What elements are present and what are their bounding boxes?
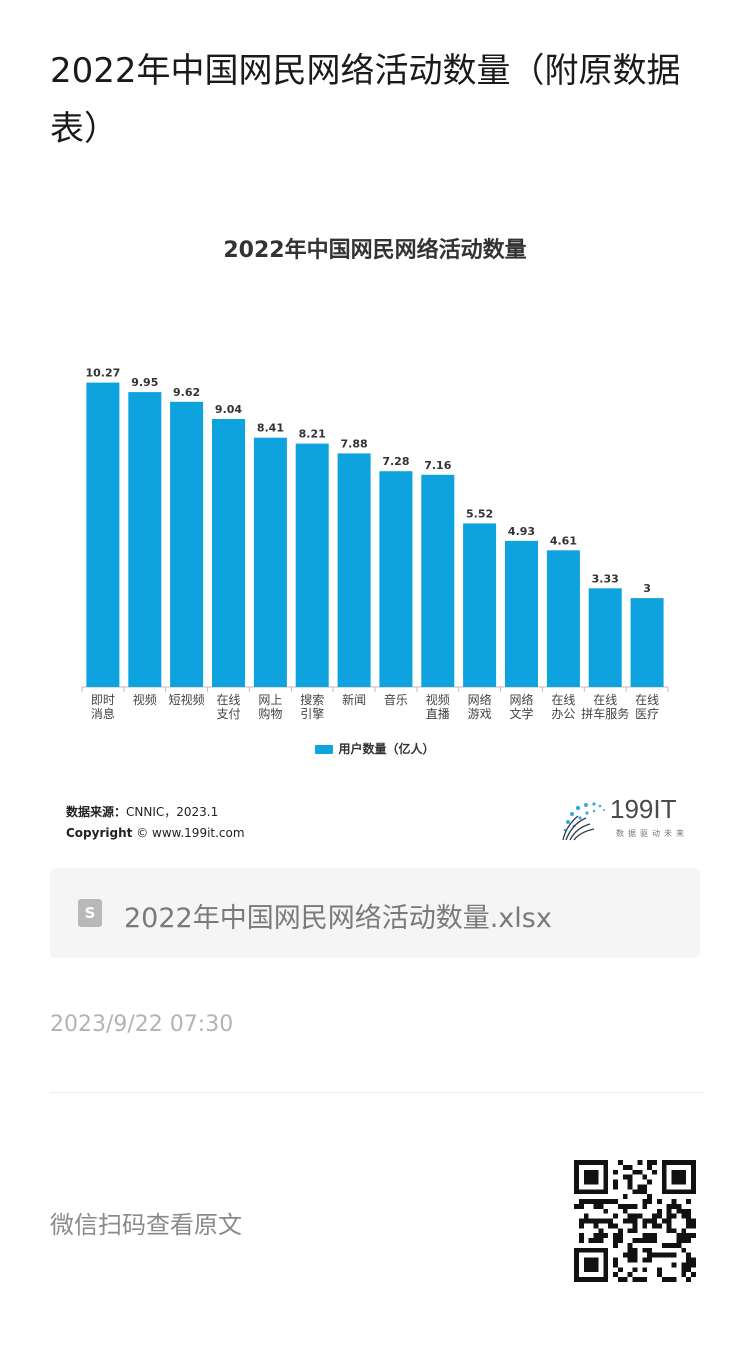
x-tick-label: 网上 bbox=[258, 693, 282, 707]
x-tick-label: 引擎 bbox=[300, 706, 324, 721]
x-tick-label: 游戏 bbox=[468, 707, 492, 721]
bar bbox=[212, 419, 245, 687]
chart-title: 2022年中国网民网络活动数量 bbox=[223, 238, 527, 263]
x-tick-label: 支付 bbox=[216, 707, 240, 721]
bar-value-label: 9.95 bbox=[131, 376, 158, 389]
divider bbox=[50, 1092, 704, 1093]
x-tick-label: 新闻 bbox=[342, 692, 366, 707]
copyright-value: © www.199it.com bbox=[136, 826, 245, 840]
bar bbox=[379, 471, 413, 687]
x-tick-label: 办公 bbox=[551, 706, 575, 721]
x-tick-label: 视频 bbox=[133, 692, 157, 707]
bar-value-label: 9.04 bbox=[215, 403, 242, 416]
bar-value-label: 5.52 bbox=[466, 507, 493, 520]
source-label: 数据来源： bbox=[66, 805, 127, 819]
x-tick-label: 在线 bbox=[593, 693, 617, 707]
legend-swatch bbox=[315, 745, 334, 754]
qr-code-icon[interactable] bbox=[574, 1160, 696, 1282]
x-tick-label: 网络 bbox=[468, 692, 492, 707]
bar bbox=[253, 437, 287, 687]
article-title: 2022年中国网民网络活动数量（附原数据表） bbox=[50, 51, 681, 149]
brand-burst-icon bbox=[562, 802, 605, 841]
bar bbox=[337, 453, 371, 687]
source-value: CNNIC，2023.1 bbox=[126, 805, 219, 819]
bar bbox=[128, 392, 162, 687]
x-tick-label: 文学 bbox=[509, 706, 533, 721]
chart-legend: 用户数量（亿人） bbox=[0, 740, 750, 757]
bar-value-label: 10.27 bbox=[86, 367, 121, 380]
bar bbox=[463, 523, 497, 687]
bar bbox=[630, 598, 664, 687]
bar-value-label: 8.21 bbox=[299, 428, 326, 441]
bar-chart: 10.27即时消息9.95视频9.62短视频9.04在线支付8.41网上购物8.… bbox=[81, 367, 669, 721]
brand-name: 199IT bbox=[610, 794, 677, 824]
bar bbox=[170, 401, 204, 687]
legend-label: 用户数量（亿人） bbox=[338, 742, 435, 756]
bar-value-label: 4.61 bbox=[550, 534, 577, 547]
bar-value-label: 3 bbox=[643, 582, 651, 595]
bar bbox=[588, 588, 622, 687]
bar-value-label: 8.41 bbox=[257, 422, 284, 435]
x-tick-label: 直播 bbox=[426, 707, 450, 721]
x-tick-label: 短视频 bbox=[169, 692, 205, 707]
brand-slogan: 数据驱动未来 bbox=[616, 829, 688, 838]
bar-value-label: 4.93 bbox=[508, 525, 535, 538]
copyright-label: Copyright bbox=[66, 826, 133, 840]
bar bbox=[421, 474, 455, 687]
x-tick-label: 医疗 bbox=[635, 707, 659, 721]
x-tick-label: 网络 bbox=[509, 692, 533, 707]
scan-prompt: 微信扫码查看原文 bbox=[50, 1211, 242, 1239]
bar-value-label: 7.16 bbox=[424, 459, 451, 472]
x-tick-label: 在线 bbox=[635, 693, 659, 707]
bar-value-label: 7.88 bbox=[341, 437, 368, 450]
bar bbox=[295, 443, 329, 687]
x-tick-label: 在线 bbox=[551, 693, 575, 707]
attachment-filename[interactable]: 2022年中国网民网络活动数量.xlsx bbox=[124, 903, 552, 934]
x-tick-label: 音乐 bbox=[384, 692, 408, 707]
bar bbox=[86, 382, 120, 687]
bar-value-label: 9.62 bbox=[173, 386, 200, 399]
bar-value-label: 7.28 bbox=[382, 455, 409, 468]
x-tick-label: 搜索 bbox=[300, 692, 324, 707]
x-tick-label: 购物 bbox=[258, 706, 282, 721]
bar bbox=[505, 540, 538, 687]
attachment-card[interactable]: S 2022年中国网民网络活动数量.xlsx bbox=[50, 868, 700, 958]
x-tick-label: 在线 bbox=[216, 693, 240, 707]
bar bbox=[546, 550, 580, 687]
publish-timestamp: 2023/9/22 07:30 bbox=[50, 1012, 234, 1037]
x-tick-label: 拼车服务 bbox=[581, 706, 629, 721]
data-source: 数据来源：CNNIC，2023.1 Copyright © www.199it.… bbox=[66, 802, 245, 844]
x-tick-label: 消息 bbox=[91, 706, 115, 721]
spreadsheet-file-icon: S bbox=[78, 899, 102, 927]
x-tick-label: 即时 bbox=[91, 693, 115, 707]
x-tick-label: 视频 bbox=[426, 692, 450, 707]
bar-value-label: 3.33 bbox=[592, 572, 619, 585]
brand-logo: 199IT 数据驱动未来 bbox=[560, 794, 700, 842]
